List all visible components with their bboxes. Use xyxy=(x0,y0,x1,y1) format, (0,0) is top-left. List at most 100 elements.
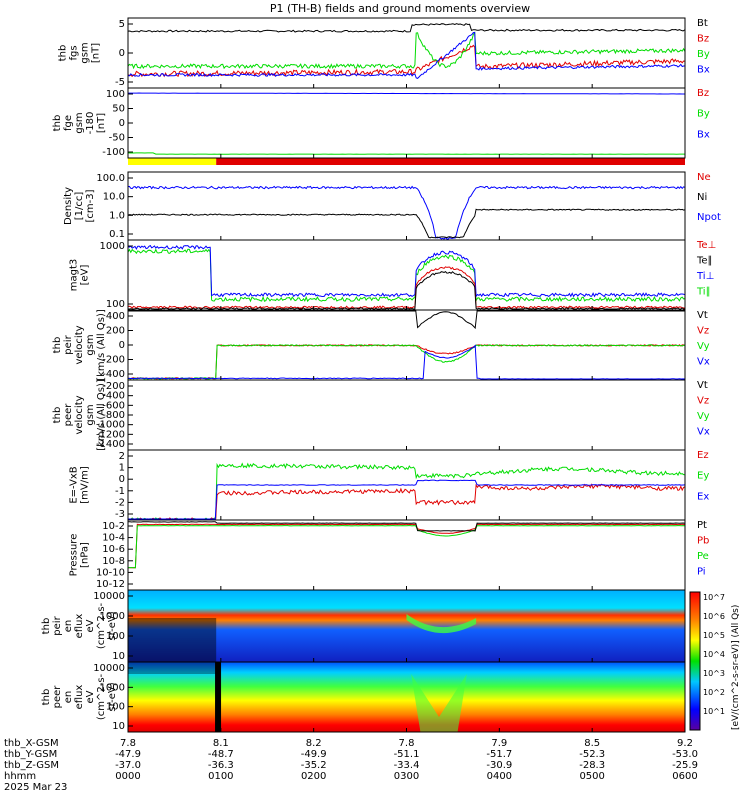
fgs-by-line xyxy=(127,31,686,70)
ytick-label-fge: -50 xyxy=(109,133,125,144)
legend-vi-Vy: Vy xyxy=(697,341,710,352)
ylabel-fgs: gsm xyxy=(80,42,91,63)
ytick-label-elec_spec: 10 xyxy=(112,721,125,732)
panel-frame-ve xyxy=(127,379,686,451)
ytick-label-efield: 1 xyxy=(119,463,125,474)
legend-vi-Vz: Vz xyxy=(697,326,709,337)
ytick-label-pressure: 10-12 xyxy=(96,579,125,590)
legend-fgs-Bt: Bt xyxy=(697,18,708,29)
fgs-bt-line xyxy=(127,23,686,33)
orbit-value: -52.3 xyxy=(579,749,605,760)
orbit-value: 9.2 xyxy=(677,738,693,749)
orbit-value: 0100 xyxy=(208,771,233,782)
legend-pressure-Pi: Pi xyxy=(697,567,706,578)
efield-ey-line xyxy=(128,462,686,520)
orbit-value: 8.2 xyxy=(306,738,322,749)
legend-density-Ni: Ni xyxy=(697,192,707,203)
legend-fge-By: By xyxy=(697,109,710,120)
orbit-row-label: thb_X-GSM xyxy=(4,738,59,749)
ylabel-elec_spec: thb xyxy=(41,689,52,706)
vi-vt-line xyxy=(128,310,685,330)
ylabel-ve: [km/s (All Qs)] xyxy=(96,379,107,451)
orbit-row-label: hhmm xyxy=(4,771,36,782)
vi-vx-line xyxy=(127,344,686,380)
legend-density-Npot: Npot xyxy=(697,212,721,223)
ylabel-elec_spec: peer xyxy=(52,685,63,709)
ylabel-fge: thb xyxy=(52,115,63,132)
legend-efield-Ex: Ex xyxy=(697,491,709,502)
ytick-label-vi: -400 xyxy=(102,369,125,380)
ytick-label-elec_spec: 100 xyxy=(106,702,125,713)
colorbar-gradient xyxy=(689,591,701,731)
ytick-label-ve: -600 xyxy=(102,400,125,411)
ytick-label-efield: -2 xyxy=(115,497,125,508)
ytick-label-fgs: -5 xyxy=(115,77,125,88)
orbit-table: thb_X-GSM 7.8 8.1 8.2 7.8 7.9 8.5 9.2 thb_Y-GSM -… xyxy=(4,738,698,793)
ylabel-fgs: fgs xyxy=(69,45,80,60)
orbit-row-label: thb_Y-GSM xyxy=(4,749,57,760)
legend-density-Ne: Ne xyxy=(697,172,711,183)
ytick-label-pressure: 10-6 xyxy=(102,544,125,555)
orbit-value: -33.4 xyxy=(394,760,420,771)
ytick-label-ve: -1000 xyxy=(96,420,125,431)
orbit-value: 0300 xyxy=(394,771,419,782)
ylabel-ve: gsm xyxy=(85,404,96,425)
ylabel-fge: -180 xyxy=(85,112,96,135)
vi-vz-line xyxy=(127,344,686,380)
legend-efield-Ez: Ez xyxy=(697,450,709,461)
ytick-label-ion_spec: 1000 xyxy=(100,611,125,622)
density-ne-line xyxy=(127,185,686,240)
ylabel-fgs: thb xyxy=(58,45,69,62)
ytick-label-fge: 0 xyxy=(119,118,125,129)
ylabel-vi: thb xyxy=(52,337,63,354)
legend-ve-Vt: Vt xyxy=(697,380,708,391)
ylabel-vi: velocity xyxy=(74,325,85,364)
ytick-label-density: 1.0 xyxy=(109,210,125,221)
ytick-label-efield: 2 xyxy=(119,451,125,462)
fge-bx-line xyxy=(128,92,685,95)
legend-temp-Ti⊥: Ti⊥ xyxy=(696,271,714,282)
legend-ve-Vx: Vx xyxy=(697,427,710,438)
panel-frame-density xyxy=(127,171,686,241)
ytick-label-temp: 1000 xyxy=(100,241,125,252)
ylabel-efield: [mV/m] xyxy=(80,466,91,504)
ytick-label-efield: -3 xyxy=(115,509,125,520)
ytick-label-ve: -1200 xyxy=(96,429,125,440)
ylabel-ion_spec: thb xyxy=(41,618,52,635)
ylabel-density: [1/cc] xyxy=(74,192,85,221)
orbit-value: 7.8 xyxy=(399,738,415,749)
orbit-value: 0500 xyxy=(579,771,604,782)
ylabel-vi: peir xyxy=(63,334,74,354)
legend-efield-Ey: Ey xyxy=(697,471,709,482)
ytick-label-ve: -1400 xyxy=(96,439,125,450)
mode-bar-slow xyxy=(128,158,217,165)
orbit-value: -36.3 xyxy=(208,760,234,771)
ytick-label-efield: -1 xyxy=(115,486,125,497)
orbit-value: -51.7 xyxy=(486,749,512,760)
ytick-label-ve: -200 xyxy=(102,381,125,392)
legend-fgs-Bx: Bx xyxy=(697,65,710,76)
legend-fge-Bz: Bz xyxy=(697,88,709,99)
ytick-label-pressure: 10-4 xyxy=(102,533,125,544)
orbit-value: -53.0 xyxy=(672,749,698,760)
ylabel-pressure: [nPa] xyxy=(80,542,91,568)
date-label: 2025 Mar 23 xyxy=(4,782,67,793)
ylabel-ve: velocity xyxy=(74,395,85,434)
panel-frame-fgs xyxy=(127,17,686,89)
ytick-label-vi: 400 xyxy=(106,311,125,322)
ytick-label-density: 0.1 xyxy=(109,229,125,240)
ytick-label-ve: -400 xyxy=(102,391,125,402)
ylabel-ion_spec: eflux xyxy=(74,614,85,639)
mode-bar-fast xyxy=(216,158,686,165)
chart-title: P1 (TH-B) fields and ground moments over… xyxy=(270,2,530,15)
ytick-label-vi: 200 xyxy=(106,326,125,337)
pressure-pt-line xyxy=(128,521,686,532)
ylabel-ion_spec: en xyxy=(63,620,74,633)
ylabel-temp: [eV] xyxy=(80,265,91,286)
ylabel-ion_spec: (cm^2-s- xyxy=(96,602,107,649)
legend-fgs-Bz: Bz xyxy=(697,34,709,45)
ytick-label-pressure: 10-10 xyxy=(96,567,125,578)
electron-spectrogram-dark xyxy=(128,662,217,674)
ytick-label-vi: -200 xyxy=(102,355,125,366)
